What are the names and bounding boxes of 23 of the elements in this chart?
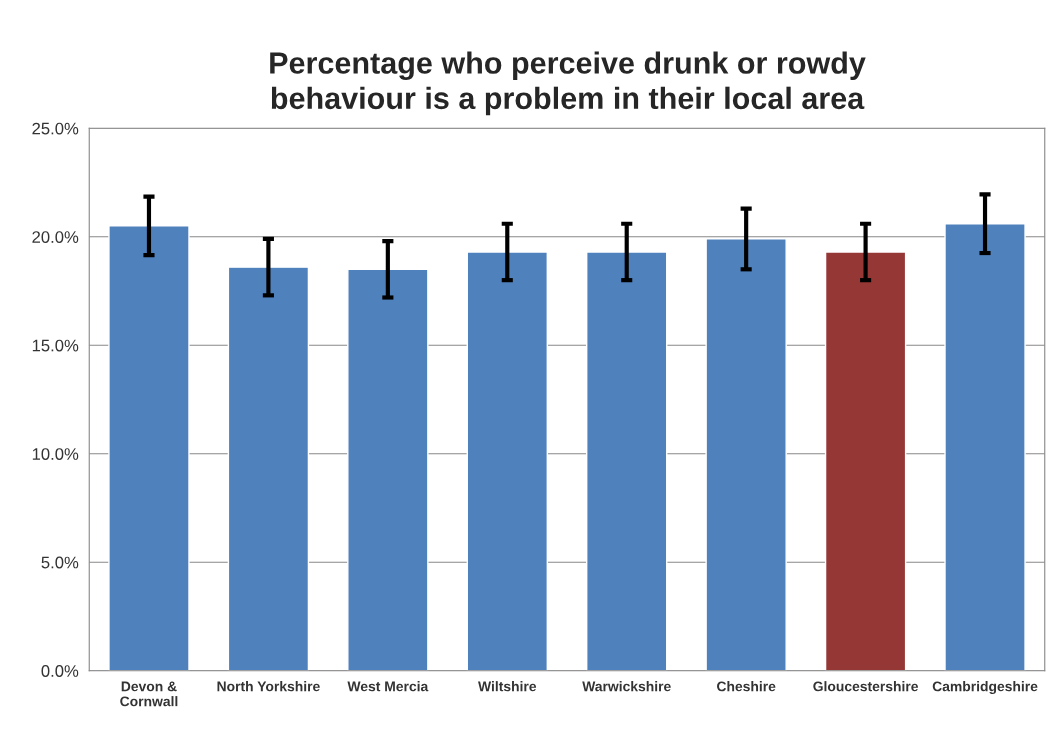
bar — [227, 266, 310, 671]
y-tick-label: 0.0% — [41, 665, 79, 677]
x-tick-label: Cheshire — [717, 681, 776, 692]
bar — [944, 223, 1026, 671]
bar — [466, 251, 548, 671]
bar — [108, 225, 190, 671]
bar — [586, 251, 668, 671]
x-tick-label: North Yorkshire — [217, 681, 320, 692]
bar — [347, 268, 429, 671]
bar — [705, 238, 787, 671]
y-tick-label: 10.0% — [32, 448, 79, 460]
x-tick-label: Warwickshire — [582, 681, 671, 692]
bar — [824, 251, 907, 671]
x-tick-label: Devon & Cornwall — [120, 681, 178, 707]
x-tick-label: West Mercia — [347, 681, 429, 692]
y-tick-label: 25.0% — [32, 122, 79, 135]
x-tick-label: Wiltshire — [478, 681, 537, 692]
chart-title: Percentage who perceive drunk or rowdy behaviour is a problem in their local area — [270, 51, 866, 116]
x-tick-label: Cambridgeshire — [932, 681, 1038, 695]
y-tick-label: 5.0% — [41, 556, 79, 569]
y-tick-label: 15.0% — [32, 339, 79, 352]
x-tick-label: Gloucestershire — [813, 681, 918, 692]
y-tick-label: 20.0% — [32, 231, 79, 243]
